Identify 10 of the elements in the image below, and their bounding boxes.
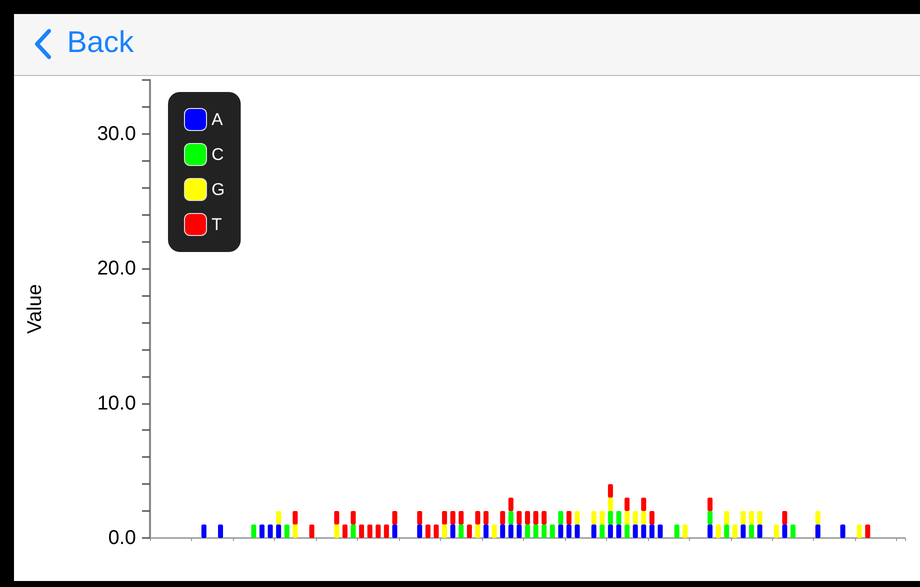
y-axis-title: Value [24,284,46,334]
legend-label: G [212,180,225,199]
y-tick-label: 10.0 [97,392,136,414]
y-tick-label: 0.0 [108,527,136,549]
y-tick-label: 20.0 [97,258,136,280]
legend-label: C [212,145,224,164]
legend-label: T [212,215,222,234]
y-tick-label: 30.0 [97,122,136,145]
text: Back [67,26,134,60]
legend-label: A [212,110,224,129]
